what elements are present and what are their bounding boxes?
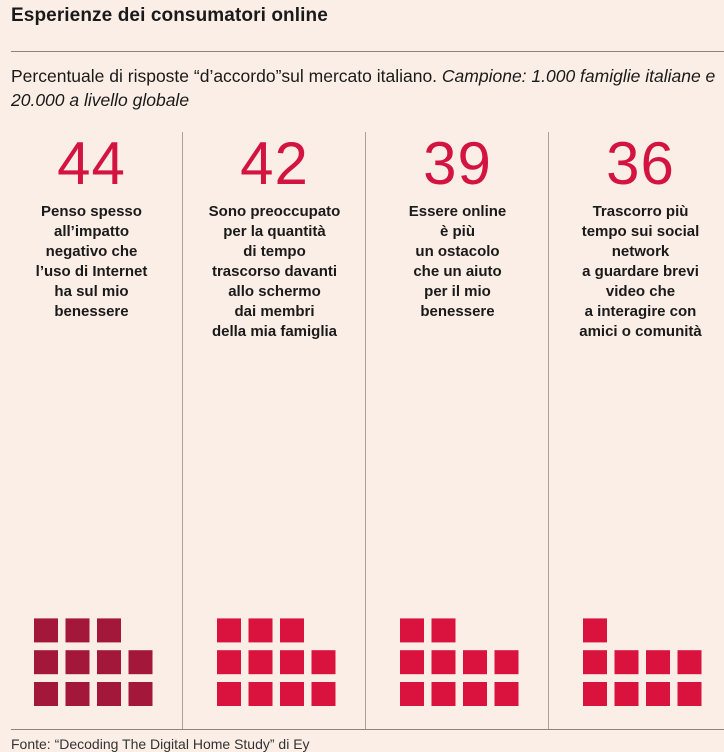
stat-description-line: un ostacolo bbox=[415, 243, 500, 260]
waffle-square-1-2 bbox=[65, 618, 90, 643]
waffle-square-3-1 bbox=[400, 618, 424, 643]
stat-description-line: dai membri bbox=[234, 303, 315, 320]
waffle-square-2-6 bbox=[280, 650, 304, 675]
waffle-square-3-8 bbox=[431, 682, 456, 706]
waffle-square-1-7 bbox=[128, 650, 153, 675]
waffle-square-1-4 bbox=[34, 650, 58, 675]
waffle-square-3-10 bbox=[494, 682, 519, 706]
stat-description-line: amici o comunità bbox=[579, 323, 702, 340]
stat-description-line: è più bbox=[439, 223, 475, 240]
waffle-square-4-7 bbox=[614, 682, 639, 706]
waffle-square-1-3 bbox=[97, 618, 121, 643]
stat-column-3: 39 Essere online è più un ostacolo che u… bbox=[366, 128, 549, 322]
stat-column-1: 44 Penso spesso all’impatto negativo che… bbox=[0, 128, 183, 322]
stat-description: Sono preoccupato per la quantità di temp… bbox=[183, 202, 366, 342]
waffle-square-2-10 bbox=[280, 682, 304, 706]
waffle-square-1-5 bbox=[65, 650, 90, 675]
waffle-square-2-1 bbox=[217, 618, 241, 643]
stat-description-line: che un aiuto bbox=[413, 263, 502, 280]
waffle-square-2-7 bbox=[311, 650, 336, 675]
column-divider-2 bbox=[365, 132, 366, 730]
waffle-square-1-8 bbox=[34, 682, 58, 706]
waffle-square-2-5 bbox=[248, 650, 273, 675]
waffle-square-4-4 bbox=[646, 650, 670, 675]
waffle-square-1-9 bbox=[65, 682, 90, 706]
stat-description-line: video che bbox=[605, 283, 676, 300]
stat-description-line: all’impatto bbox=[53, 223, 129, 240]
stat-description-line: network bbox=[611, 243, 670, 260]
waffle-square-4-1 bbox=[583, 618, 607, 643]
stat-value: 36 bbox=[606, 130, 675, 197]
waffle-square-3-2 bbox=[431, 618, 456, 643]
waffle-square-4-6 bbox=[583, 682, 607, 706]
stat-description-line: di tempo bbox=[243, 243, 306, 260]
stat-description: Penso spesso all’impatto negativo che l’… bbox=[0, 202, 183, 322]
column-divider-3 bbox=[548, 132, 549, 730]
waffle-square-2-11 bbox=[311, 682, 336, 706]
stat-value: 39 bbox=[423, 130, 492, 197]
stat-description-line: Trascorro più bbox=[592, 203, 689, 220]
chart-title: Esperienze dei consumatori online bbox=[11, 5, 328, 26]
title-divider bbox=[11, 51, 724, 52]
waffle-square-1-1 bbox=[34, 618, 58, 643]
waffle-square-3-7 bbox=[400, 682, 424, 706]
stat-description-line: per la quantità bbox=[223, 223, 326, 240]
stat-description-line: a guardare brevi bbox=[582, 263, 699, 280]
subtitle-text: Percentuale di risposte “d’accordo”sul m… bbox=[11, 66, 442, 86]
stat-description-line: Penso spesso bbox=[41, 203, 142, 220]
waffle-square-4-3 bbox=[614, 650, 639, 675]
waffle-square-4-2 bbox=[583, 650, 607, 675]
column-divider-1 bbox=[182, 132, 183, 730]
stat-description-line: l’uso di Internet bbox=[35, 263, 148, 280]
footer-divider bbox=[11, 729, 724, 730]
stat-description-line: tempo sui social bbox=[581, 223, 700, 240]
stat-description-line: benessere bbox=[420, 303, 495, 320]
stat-value: 42 bbox=[240, 130, 309, 197]
waffle-square-1-11 bbox=[128, 682, 153, 706]
waffle-square-3-9 bbox=[463, 682, 487, 706]
waffle-square-3-6 bbox=[494, 650, 519, 675]
waffle-square-4-8 bbox=[646, 682, 670, 706]
stat-description-line: Essere online bbox=[408, 203, 507, 220]
waffle-square-2-4 bbox=[217, 650, 241, 675]
waffle-square-2-8 bbox=[217, 682, 241, 706]
stat-description: Essere online è più un ostacolo che un a… bbox=[366, 202, 549, 322]
stat-description-line: Sono preoccupato bbox=[208, 203, 341, 220]
stat-description-line: trascorso davanti bbox=[211, 263, 338, 280]
stat-description-line: della mia famiglia bbox=[211, 323, 338, 340]
stat-description-line: benessere bbox=[54, 303, 129, 320]
source-note: Fonte: “Decoding The Digital Home Study”… bbox=[11, 736, 310, 752]
waffle-square-2-9 bbox=[248, 682, 273, 706]
waffle-square-4-5 bbox=[677, 650, 702, 675]
stat-description-line: a interagire con bbox=[584, 303, 697, 320]
stat-column-2: 42 Sono preoccupato per la quantità di t… bbox=[183, 128, 366, 342]
stat-description: Trascorro più tempo sui social network a… bbox=[549, 202, 724, 342]
stat-description-line: allo schermo bbox=[228, 283, 321, 300]
waffle-square-3-3 bbox=[400, 650, 424, 675]
waffle-square-3-5 bbox=[463, 650, 487, 675]
waffle-square-2-2 bbox=[248, 618, 273, 643]
stat-description-line: per il mio bbox=[424, 283, 491, 300]
subtitle-sample-text: Campione: 1.000 famiglie italiane e 20.0… bbox=[11, 66, 716, 110]
stat-description-line: negativo che bbox=[45, 243, 138, 260]
waffle-square-2-3 bbox=[280, 618, 304, 643]
waffle-square-1-10 bbox=[97, 682, 121, 706]
waffle-square-3-4 bbox=[431, 650, 456, 675]
stat-value: 44 bbox=[57, 130, 126, 197]
stat-column-4: 36 Trascorro più tempo sui social networ… bbox=[549, 128, 724, 342]
waffle-square-1-6 bbox=[97, 650, 121, 675]
stat-description-line: ha sul mio bbox=[54, 283, 129, 300]
waffle-square-4-9 bbox=[677, 682, 702, 706]
chart-subtitle: Percentuale di risposte “d’accordo”sul m… bbox=[11, 64, 717, 112]
